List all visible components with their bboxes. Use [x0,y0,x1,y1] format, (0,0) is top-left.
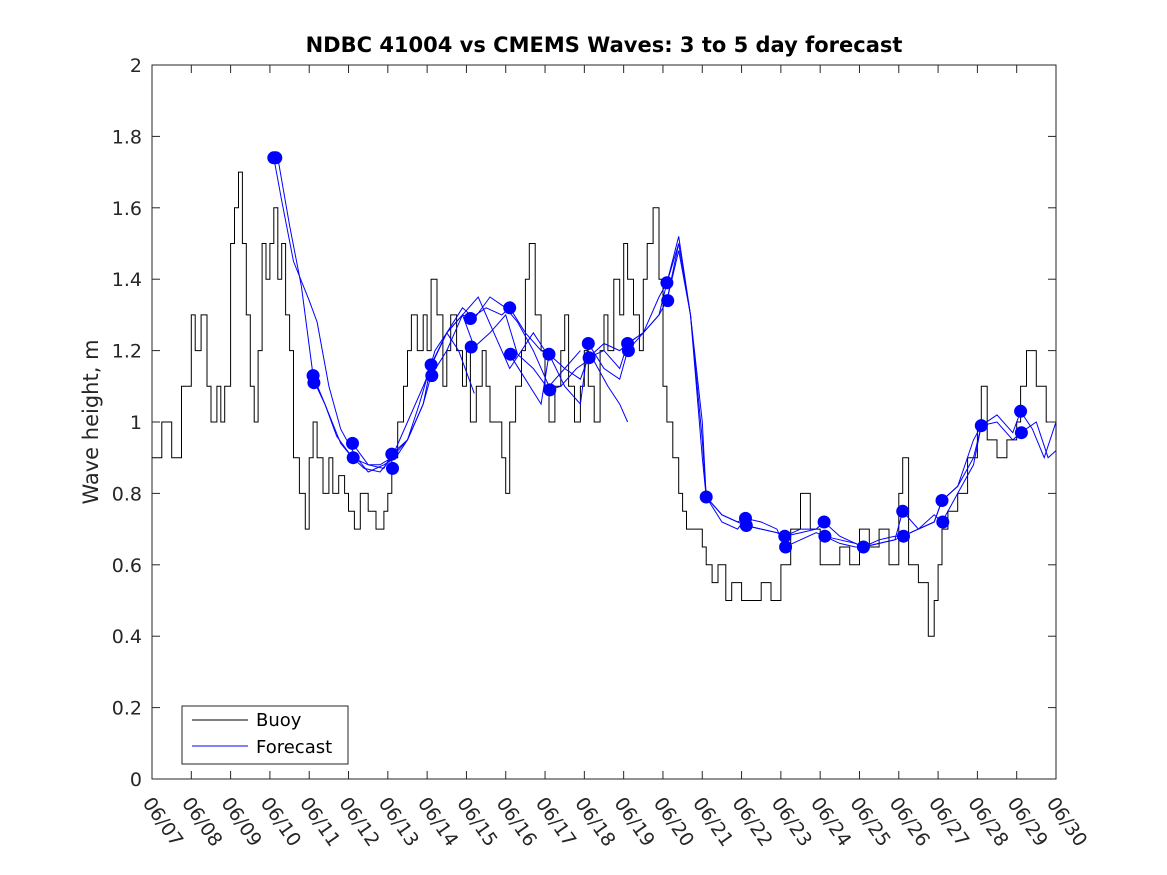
legend: Buoy Forecast [181,705,349,765]
x-tick-label: 06/12 [334,793,383,850]
forecast-marker [935,494,949,507]
forecast-marker [896,504,910,518]
x-tick-label: 06/09 [217,793,266,850]
forecast-marker [936,515,950,529]
forecast-marker [542,347,556,361]
forecast-marker [621,344,635,358]
forecast-marker [346,436,359,450]
forecast-marker [385,447,399,461]
legend-buoy-label: Buoy [256,710,302,731]
forecast-marker [307,376,321,390]
x-tick-label: 06/20 [649,793,698,850]
forecast-marker [856,540,870,554]
legend-forecast-label: Forecast [256,737,332,758]
forecast-marker [739,519,753,532]
forecast-marker [897,529,910,543]
y-tick-label: 2 [130,55,142,77]
x-tick-label: 06/23 [767,793,816,850]
x-tick-label: 06/08 [177,793,226,850]
legend-box [181,705,349,765]
forecast-marker [425,369,439,383]
chart-title: NDBC 41004 vs CMEMS Waves: 3 to 5 day fo… [306,33,903,57]
forecast-marker [582,351,596,365]
x-tick-label: 06/16 [492,793,541,850]
forecast-marker [661,294,675,308]
forecast-marker [269,151,283,165]
buoy-series [152,171,1057,637]
x-tick-label: 06/14 [413,793,462,850]
y-axis-label: Wave height, m [79,339,103,504]
y-tick-label: 1.6 [112,198,142,220]
x-tick-label: 06/19 [610,793,659,850]
forecast-marker [464,340,478,354]
forecast-line [273,157,475,473]
forecast-marker [386,461,399,475]
x-tick-label: 06/25 [845,793,894,850]
x-tick-label: 06/13 [374,793,423,850]
x-tick-label: 06/28 [963,793,1012,850]
forecast-marker [504,347,517,361]
forecast-marker [543,383,557,397]
forecast-marker [346,451,360,465]
x-tick-label: 06/17 [531,793,580,850]
forecast-marker [974,419,988,433]
forecast-marker [503,301,517,315]
x-tick-label: 06/26 [885,793,934,850]
forecast-marker [779,540,793,554]
forecast-marker [1014,426,1028,440]
plot-area [151,64,1057,780]
x-tick-label: 06/18 [570,793,619,850]
y-tick-label: 0 [130,769,142,791]
buoy-line [152,171,1057,637]
forecast-marker [1014,404,1028,418]
y-tick-label: 0.4 [112,626,142,648]
forecast-marker [463,312,477,325]
x-tick-label: 06/15 [452,793,501,850]
x-tick-label: 06/24 [806,793,855,850]
x-tick-label: 06/10 [256,793,305,850]
x-tick-label: 06/29 [1003,793,1052,850]
y-axis: 0 0.2 0.4 0.6 0.8 1 1.2 1.4 1.6 1.8 2 [112,55,1056,791]
forecast-marker [817,515,831,529]
forecast-marker [818,529,832,543]
x-tick-label: 06/07 [138,793,187,850]
y-tick-label: 1.8 [112,126,142,148]
y-tick-label: 1 [130,412,142,434]
forecast-marker [778,529,792,543]
x-tick-label: 06/11 [295,793,344,850]
y-tick-label: 1.4 [112,269,142,291]
y-tick-label: 0.6 [112,555,142,577]
x-tick-label: 06/21 [688,793,737,850]
forecast-markers [267,151,1028,554]
y-tick-label: 1.2 [112,341,142,363]
y-tick-label: 0.8 [112,483,142,505]
x-tick-label: 06/22 [727,793,776,850]
forecast-marker [699,490,713,504]
x-tick-label: 06/30 [1042,793,1091,850]
forecast-marker [424,358,438,372]
y-tick-label: 0.2 [112,698,142,720]
forecast-marker [660,276,674,290]
forecast-marker [581,337,595,350]
x-tick-label: 06/27 [924,793,973,850]
